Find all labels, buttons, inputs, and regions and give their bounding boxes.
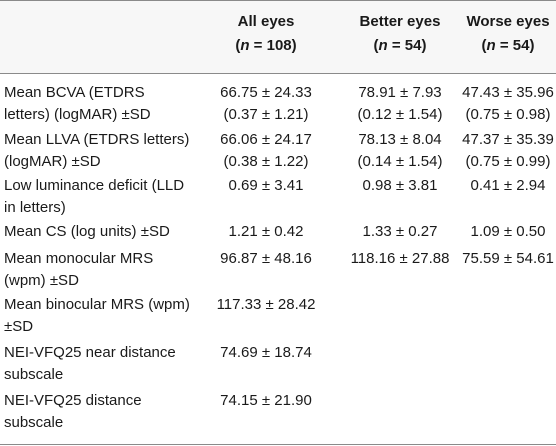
row-label: Mean LLVA (ETDRS letters) (logMAR) ±SD [4,131,190,170]
cell-better: 118.16 ± 27.88 [350,250,450,267]
cell-better: 0.98 ± 3.81 [362,177,438,194]
cell-better: 1.33 ± 0.27 [362,223,438,240]
row-label: NEI-VFQ25 near distance subscale [4,344,176,383]
cell-all: 117.33 ± 28.42 [216,296,316,313]
row-label: Mean CS (log units) ±SD [4,223,170,240]
header-worse-title: Worse eyes [466,13,550,30]
cell-all: 74.15 ± 21.90 [220,392,312,409]
cell-better: 78.13 ± 8.04 (0.14 ± 1.54) [357,131,443,170]
header-better-title: Better eyes [359,13,441,30]
cell-all: 1.21 ± 0.42 [228,223,304,240]
cell-all: 66.06 ± 24.17 (0.38 ± 1.22) [220,131,312,170]
row-label: Mean monocular MRS (wpm) ±SD [4,250,154,289]
cell-worse: 0.41 ± 2.94 [470,177,546,194]
cell-worse: 47.43 ± 35.96 (0.75 ± 0.98) [462,84,554,123]
header-band [0,0,556,73]
header-worse-eyes: Worse eyes (n = 54) [460,10,556,58]
cell-worse: 1.09 ± 0.50 [470,223,546,240]
cell-all: 0.69 ± 3.41 [228,177,304,194]
top-rule [0,0,556,1]
cell-worse: 47.37 ± 35.39 (0.75 ± 0.99) [462,131,554,170]
cell-all: 74.69 ± 18.74 [220,344,312,361]
cell-better: 78.91 ± 7.93 (0.12 ± 1.54) [357,84,443,123]
header-all-title: All eyes [237,13,295,30]
bottom-rule [0,444,556,445]
header-all-eyes: All eyes (n = 108) [206,10,326,58]
row-label: Low luminance deficit (LLD in letters) [4,177,185,216]
header-rule [0,73,556,74]
header-all-n: (n = 108) [235,37,297,54]
header-better-n: (n = 54) [373,37,427,54]
row-label: Mean binocular MRS (wpm) ±SD [4,296,190,335]
cell-worse: 75.59 ± 54.61 [462,250,554,267]
header-worse-n: (n = 54) [481,37,535,54]
cell-all: 96.87 ± 48.16 [220,250,312,267]
row-label: NEI-VFQ25 distance subscale [4,392,142,431]
row-label: Mean BCVA (ETDRS letters) (logMAR) ±SD [4,84,151,123]
header-better-eyes: Better eyes (n = 54) [350,10,450,58]
cell-all: 66.75 ± 24.33 (0.37 ± 1.21) [220,84,312,123]
